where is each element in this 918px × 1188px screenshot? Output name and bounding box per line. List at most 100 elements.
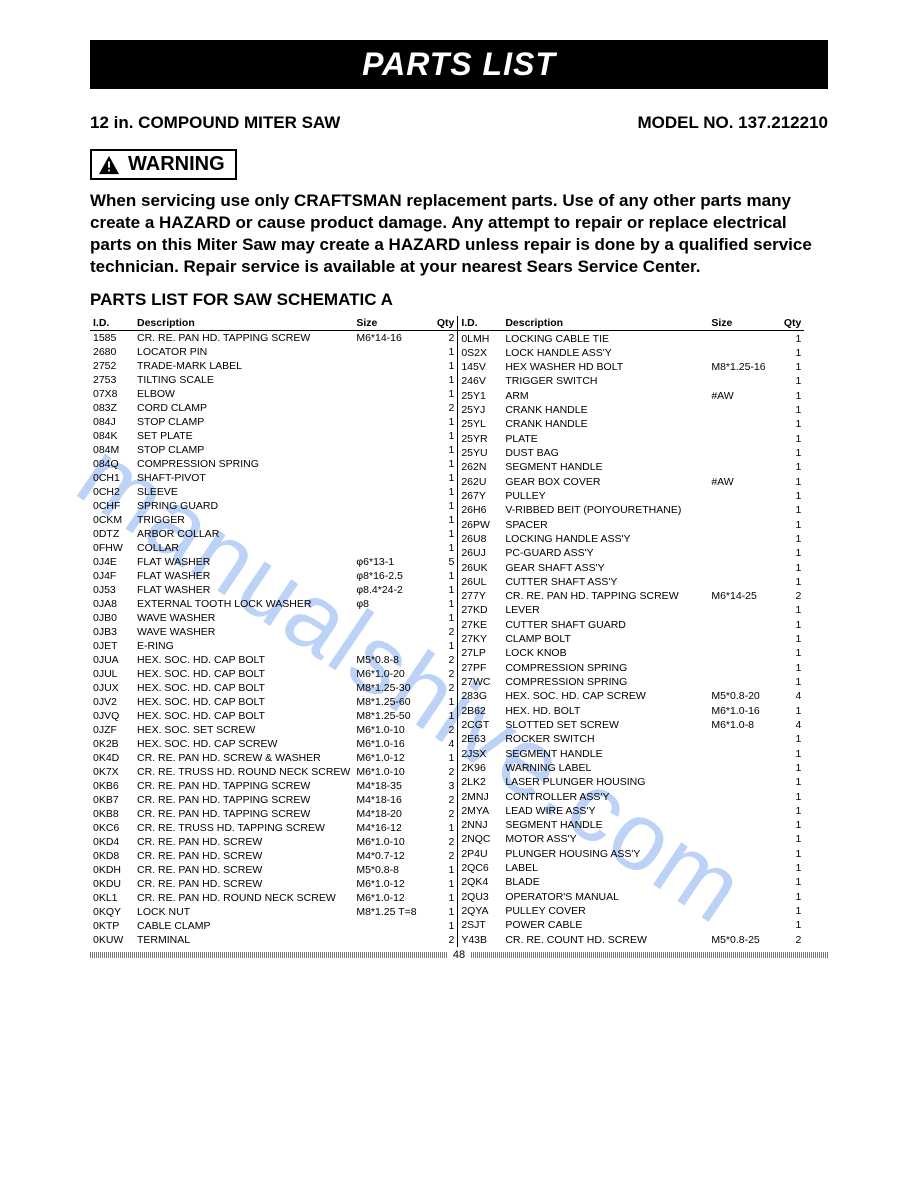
col-qty: Qty bbox=[429, 316, 458, 331]
cell-qty: 1 bbox=[776, 847, 804, 861]
cell-desc: HEX. HD. BOLT bbox=[502, 704, 708, 718]
cell-desc: E-RING bbox=[134, 639, 353, 653]
model-number: MODEL NO. 137.212210 bbox=[637, 113, 828, 133]
cell-size bbox=[708, 875, 776, 889]
cell-desc: LABEL bbox=[502, 861, 708, 875]
cell-desc: LOCATOR PIN bbox=[134, 345, 353, 359]
cell-qty: 1 bbox=[429, 429, 458, 443]
table-row: 262NSEGMENT HANDLE1 bbox=[458, 460, 804, 474]
cell-qty: 1 bbox=[776, 403, 804, 417]
cell-id: 262N bbox=[458, 460, 502, 474]
table-row: 2SJTPOWER CABLE1 bbox=[458, 918, 804, 932]
cell-desc: WAVE WASHER bbox=[134, 625, 353, 639]
cell-qty: 1 bbox=[429, 415, 458, 429]
cell-size: M6*14-25 bbox=[708, 589, 776, 603]
page-number: 48 bbox=[447, 949, 471, 961]
table-row: 0CHFSPRING GUARD1 bbox=[90, 499, 458, 513]
cell-qty: 1 bbox=[776, 331, 804, 346]
cell-id: 2NNJ bbox=[458, 818, 502, 832]
cell-id: 0DTZ bbox=[90, 527, 134, 541]
warning-label: WARNING bbox=[128, 153, 225, 176]
cell-id: 0KB7 bbox=[90, 793, 134, 807]
cell-size bbox=[353, 415, 429, 429]
cell-size bbox=[708, 775, 776, 789]
cell-size bbox=[353, 457, 429, 471]
cell-desc: COLLAR bbox=[134, 541, 353, 555]
cell-desc: PLATE bbox=[502, 432, 708, 446]
cell-qty: 1 bbox=[776, 460, 804, 474]
cell-qty: 1 bbox=[429, 527, 458, 541]
cell-desc: LOCK NUT bbox=[134, 905, 353, 919]
cell-size bbox=[708, 432, 776, 446]
cell-desc: LOCKING CABLE TIE bbox=[502, 331, 708, 346]
cell-size bbox=[708, 818, 776, 832]
cell-size bbox=[708, 847, 776, 861]
cell-desc: SPACER bbox=[502, 517, 708, 531]
page-footer: 48 bbox=[90, 949, 828, 961]
cell-size bbox=[708, 346, 776, 360]
cell-size: M6*1.0-16 bbox=[353, 737, 429, 751]
cell-qty: 1 bbox=[776, 675, 804, 689]
cell-qty: 2 bbox=[429, 667, 458, 681]
cell-id: 25YL bbox=[458, 417, 502, 431]
cell-id: 0J53 bbox=[90, 583, 134, 597]
cell-qty: 1 bbox=[429, 373, 458, 387]
table-row: 27LPLOCK KNOB1 bbox=[458, 646, 804, 660]
table-row: 0JZFHEX. SOC. SET SCREWM6*1.0-102 bbox=[90, 723, 458, 737]
cell-id: 27LP bbox=[458, 646, 502, 660]
cell-size bbox=[708, 460, 776, 474]
table-row: 083ZCORD CLAMP2 bbox=[90, 401, 458, 415]
cell-qty: 4 bbox=[776, 689, 804, 703]
table-row: 25YLCRANK HANDLE1 bbox=[458, 417, 804, 431]
cell-qty: 1 bbox=[776, 532, 804, 546]
cell-qty: 2 bbox=[429, 625, 458, 639]
col-desc: Description bbox=[134, 316, 353, 331]
cell-qty: 1 bbox=[776, 503, 804, 517]
cell-size bbox=[708, 417, 776, 431]
cell-size bbox=[708, 446, 776, 460]
table-row: 0K2BHEX. SOC. HD. CAP SCREWM6*1.0-164 bbox=[90, 737, 458, 751]
table-row: 2MNJCONTROLLER ASS'Y1 bbox=[458, 789, 804, 803]
col-id: I.D. bbox=[458, 316, 502, 331]
cell-size bbox=[708, 575, 776, 589]
cell-size: M6*1.0-12 bbox=[353, 751, 429, 765]
cell-desc: CR. RE. PAN HD. TAPPING SCREW bbox=[502, 589, 708, 603]
cell-qty: 2 bbox=[429, 681, 458, 695]
table-row: 2JSXSEGMENT HANDLE1 bbox=[458, 746, 804, 760]
cell-qty: 1 bbox=[776, 575, 804, 589]
table-row: 262UGEAR BOX COVER#AW1 bbox=[458, 475, 804, 489]
table-row: 25YRPLATE1 bbox=[458, 432, 804, 446]
cell-size bbox=[708, 503, 776, 517]
cell-size bbox=[353, 345, 429, 359]
cell-desc: LOCK HANDLE ASS'Y bbox=[502, 346, 708, 360]
cell-desc: PULLEY COVER bbox=[502, 904, 708, 918]
cell-desc: WARNING LABEL bbox=[502, 761, 708, 775]
cell-size bbox=[708, 732, 776, 746]
table-row: 277YCR. RE. PAN HD. TAPPING SCREWM6*14-2… bbox=[458, 589, 804, 603]
cell-desc: CRANK HANDLE bbox=[502, 417, 708, 431]
cell-desc: GEAR BOX COVER bbox=[502, 475, 708, 489]
cell-size bbox=[353, 471, 429, 485]
cell-desc: CABLE CLAMP bbox=[134, 919, 353, 933]
cell-size: φ8 bbox=[353, 597, 429, 611]
table-row: 27KECUTTER SHAFT GUARD1 bbox=[458, 618, 804, 632]
cell-size bbox=[708, 904, 776, 918]
cell-desc: LOCK KNOB bbox=[502, 646, 708, 660]
cell-size bbox=[353, 401, 429, 415]
cell-id: 0JA8 bbox=[90, 597, 134, 611]
cell-size bbox=[708, 403, 776, 417]
cell-id: 0KC6 bbox=[90, 821, 134, 835]
cell-id: 1585 bbox=[90, 331, 134, 346]
cell-id: 2LK2 bbox=[458, 775, 502, 789]
cell-desc: POWER CABLE bbox=[502, 918, 708, 932]
cell-id: 2753 bbox=[90, 373, 134, 387]
cell-desc: TRIGGER SWITCH bbox=[502, 374, 708, 388]
cell-size bbox=[353, 625, 429, 639]
cell-qty: 1 bbox=[776, 890, 804, 904]
table-row: 26U8LOCKING HANDLE ASS'Y1 bbox=[458, 532, 804, 546]
cell-id: 2NQC bbox=[458, 832, 502, 846]
cell-qty: 2 bbox=[429, 793, 458, 807]
cell-id: 083Z bbox=[90, 401, 134, 415]
cell-size bbox=[353, 359, 429, 373]
table-row: 2E63ROCKER SWITCH1 bbox=[458, 732, 804, 746]
